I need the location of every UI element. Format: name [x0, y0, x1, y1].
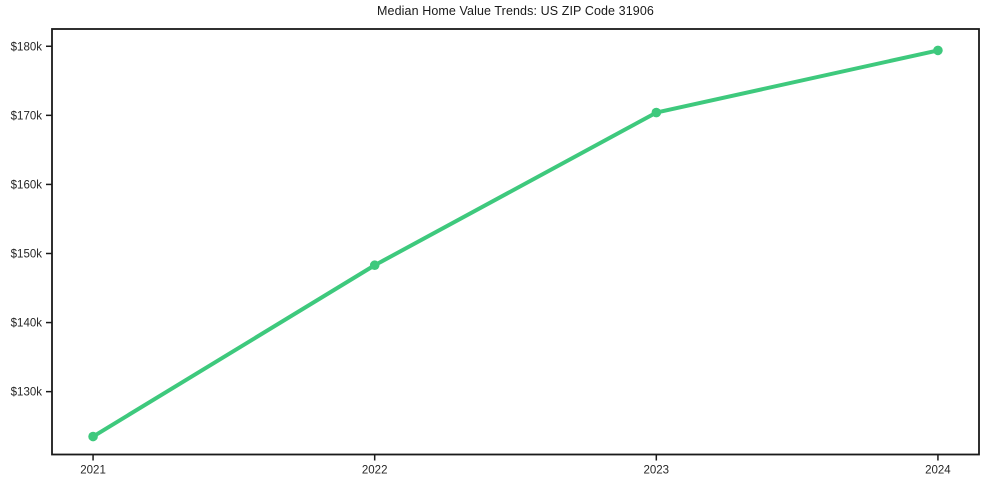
y-tick-label: $130k [11, 387, 43, 399]
chart-title: Median Home Value Trends: US ZIP Code 31… [377, 4, 654, 18]
y-tick-label: $170k [11, 110, 43, 122]
data-point-marker [933, 45, 943, 56]
y-tick-label: $180k [11, 41, 43, 53]
data-point-marker [651, 107, 662, 118]
x-tick-label: 2022 [362, 465, 388, 477]
x-tick-label: 2023 [644, 465, 670, 477]
y-tick-label: $150k [11, 248, 43, 260]
data-point-marker [88, 431, 98, 442]
y-tick-label: $140k [11, 318, 43, 330]
data-point-marker [369, 260, 380, 271]
x-tick-label: 2021 [80, 465, 106, 477]
y-tick-label: $160k [11, 179, 43, 191]
trend-line [91, 48, 940, 439]
x-tick-label: 2024 [925, 465, 951, 477]
plot-frame [51, 28, 980, 456]
